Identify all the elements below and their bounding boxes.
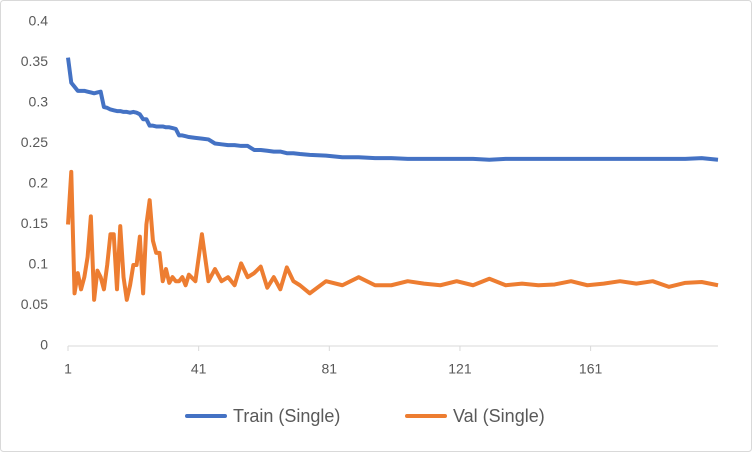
x-tick-label: 161 bbox=[579, 361, 603, 377]
y-tick-label: 0 bbox=[40, 337, 48, 353]
series-line bbox=[66, 57, 719, 162]
y-tick-label: 0.4 bbox=[29, 13, 49, 29]
series-line bbox=[66, 169, 719, 302]
y-tick-label: 0.1 bbox=[29, 256, 49, 272]
y-tick-label: 0.25 bbox=[21, 134, 48, 150]
legend-label: Val (Single) bbox=[453, 406, 545, 426]
y-tick-label: 0.2 bbox=[29, 175, 49, 191]
x-tick-label: 81 bbox=[322, 361, 338, 377]
y-tick-label: 0.05 bbox=[21, 296, 48, 312]
y-tick-label: 0.3 bbox=[29, 94, 49, 110]
y-tick-label: 0.35 bbox=[21, 53, 48, 69]
y-tick-label: 0.15 bbox=[21, 215, 48, 231]
legend-label: Train (Single) bbox=[233, 406, 340, 426]
x-tick-label: 121 bbox=[448, 361, 472, 377]
x-tick-label: 41 bbox=[191, 361, 207, 377]
x-tick-label: 1 bbox=[64, 361, 72, 377]
